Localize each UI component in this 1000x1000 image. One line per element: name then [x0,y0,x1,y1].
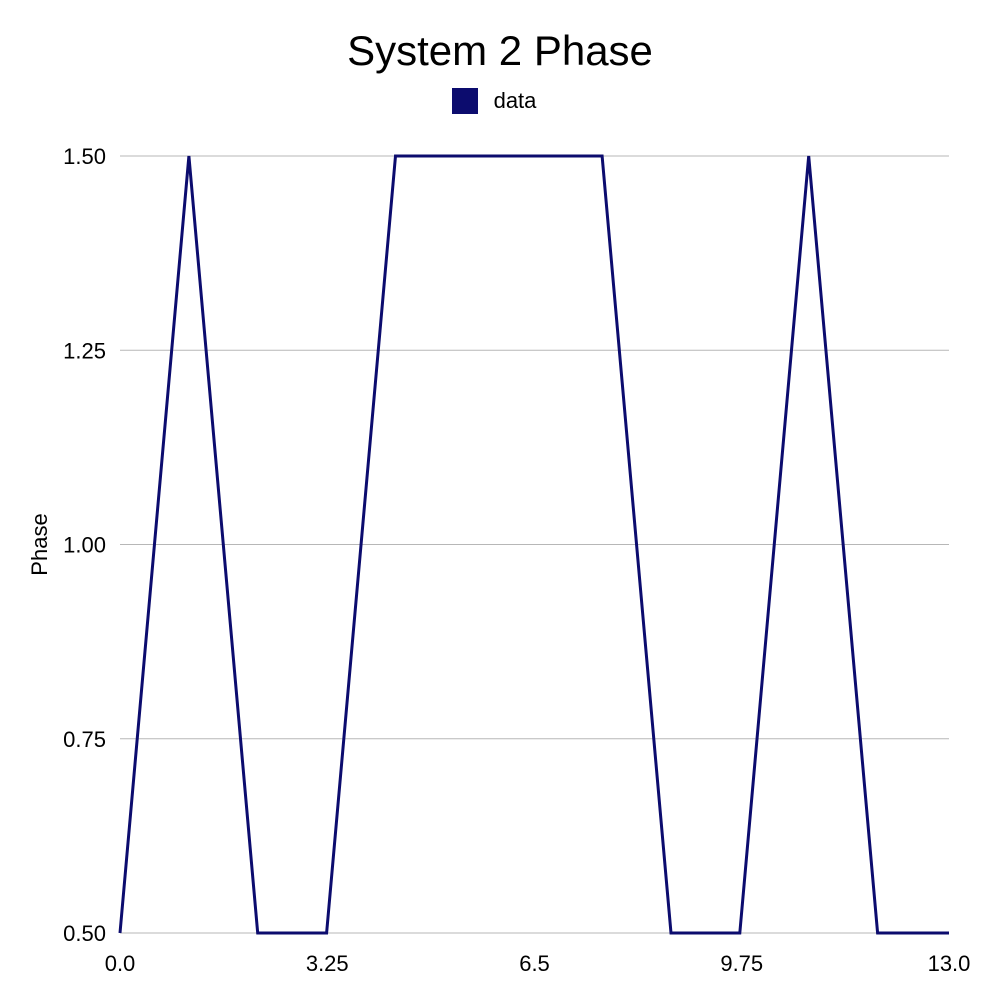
y-tick-label: 1.25 [63,338,106,363]
x-tick-label: 13.0 [928,951,971,976]
x-tick-label: 3.25 [306,951,349,976]
legend: data [0,88,1000,114]
chart-title: System 2 Phase [347,27,653,74]
legend-swatch [451,88,478,114]
y-tick-label: 0.50 [63,921,106,946]
x-tick-label: 6.5 [519,951,550,976]
legend-label: data [493,88,537,113]
y-tick-label: 1.50 [63,144,106,169]
series-line [118,154,949,935]
x-tick-label: 0.0 [105,951,136,976]
y-tick-label: 0.75 [63,727,106,752]
x-tick-label: 9.75 [720,951,763,976]
y-tick-label: 1.00 [63,533,106,558]
y-axis-label: Phase [27,513,52,575]
